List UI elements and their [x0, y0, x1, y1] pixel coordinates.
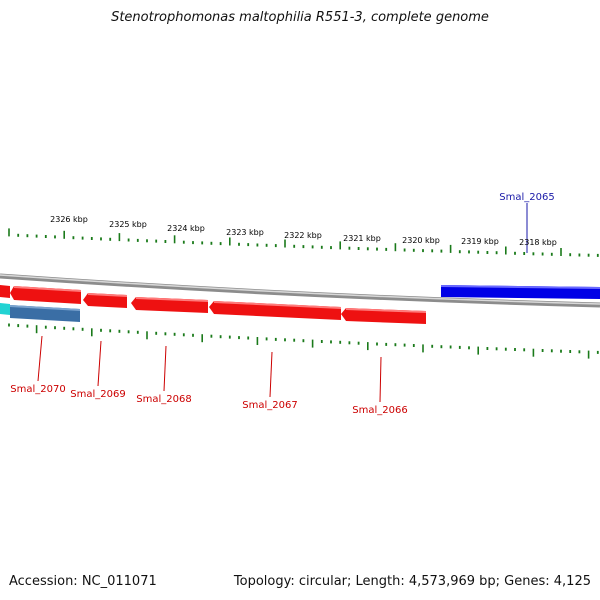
- gene-label-smal-2067: Smal_2067: [242, 400, 297, 411]
- gene-label-smal-2068: Smal_2068: [136, 394, 191, 405]
- gene-smal-2066[interactable]: [341, 308, 426, 324]
- genome-summary-text: Topology: circular; Length: 4,573,969 bp…: [233, 574, 591, 589]
- gene-label-smal-2069: Smal_2069: [70, 389, 125, 400]
- kbp-label: 2322 kbp: [284, 231, 322, 240]
- genome-backbone: [0, 273, 600, 308]
- kbp-label: 2319 kbp: [461, 237, 499, 246]
- gene-smal-2069[interactable]: [83, 293, 127, 308]
- gene-smal-2070[interactable]: [0, 285, 81, 304]
- kbp-label: 2323 kbp: [226, 228, 264, 237]
- gene-callout-smal-2069: [97, 340, 102, 387]
- kbp-label: 2325 kbp: [109, 220, 147, 229]
- page-title: Stenotrophomonas maltophilia R551-3, com…: [111, 10, 489, 25]
- gene-label-smal-2070: Smal_2070: [10, 384, 65, 395]
- ticks-outer-ring: [8, 228, 599, 257]
- gene-callout-smal-2068: [163, 345, 167, 392]
- gene-smal-2068[interactable]: [131, 297, 208, 313]
- kbp-label: 2318 kbp: [519, 238, 557, 247]
- kbp-label: 2320 kbp: [402, 236, 440, 245]
- genome-backbone-highlight: [0, 274, 600, 305]
- gene-callout-smal-2066: [379, 356, 382, 403]
- gene-label-smal-2065: Smal_2065: [499, 192, 554, 203]
- gene-smal-2067[interactable]: [209, 301, 341, 320]
- kbp-label: 2321 kbp: [343, 234, 381, 243]
- gene-smal-2065[interactable]: [441, 285, 600, 299]
- kbp-label: 2324 kbp: [167, 224, 205, 233]
- gene-callout-smal-2067: [269, 351, 273, 398]
- gene-label-smal-2066: Smal_2066: [352, 405, 407, 416]
- gene-steelblue-segment[interactable]: [10, 305, 80, 322]
- kbp-label: 2326 kbp: [50, 215, 88, 224]
- accession-text: Accession: NC_011071: [9, 574, 157, 589]
- ticks-inner-ring: [8, 323, 599, 359]
- gene-callout-smal-2070: [37, 335, 43, 382]
- gene-cyan-segment[interactable]: [0, 303, 10, 315]
